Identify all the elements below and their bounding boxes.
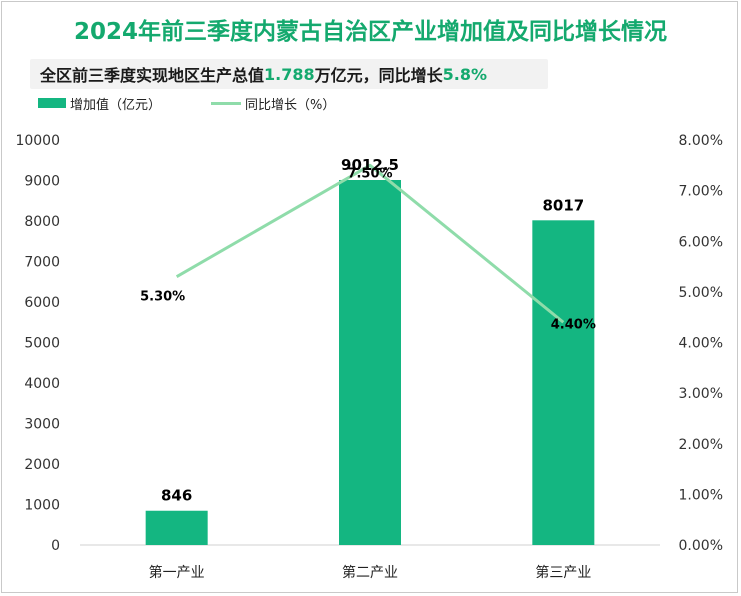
subtitle-box: 全区前三季度实现地区生产总值 1.788 万亿元，同比增长 5.8%	[30, 59, 548, 89]
bar-value-label: 8017	[542, 196, 584, 214]
chart-title: 2024年前三季度内蒙古自治区产业增加值及同比增长情况	[73, 19, 667, 45]
legend-line-label: 同比增长（%）	[245, 97, 336, 113]
y-right-tick-label: 5.00%	[679, 285, 723, 301]
y-right-tick-label: 8.00%	[679, 133, 723, 149]
y-left-tick-label: 3000	[24, 417, 60, 433]
y-left-tick-label: 5000	[24, 336, 60, 352]
legend: 增加值（亿元） 同比增长（%）	[38, 93, 335, 113]
subtitle-total-value: 1.788	[264, 64, 315, 84]
line-value-label: 4.40%	[551, 317, 596, 332]
y-left-tick-label: 9000	[24, 174, 60, 190]
y-left-tick-label: 10000	[15, 133, 60, 149]
x-category-label: 第二产业	[342, 564, 398, 581]
bar-2	[339, 179, 401, 545]
y-right-tick-label: 0.00%	[679, 538, 723, 554]
legend-bar-swatch	[38, 98, 66, 108]
bar-value-label: 846	[161, 487, 192, 505]
y-left-tick-label: 0	[51, 538, 60, 554]
subtitle-growth: 5.8%	[442, 64, 488, 84]
legend-line-swatch	[211, 101, 242, 105]
y-left-tick-label: 4000	[24, 376, 60, 392]
growth-line	[175, 163, 565, 324]
y-right-tick-label: 6.00%	[679, 234, 723, 250]
legend-bar-label: 增加值（亿元）	[70, 97, 162, 113]
y-left-tick-label: 1000	[24, 498, 60, 514]
x-category-label: 第一产业	[149, 564, 205, 581]
subtitle-mid: 万亿元，同比增长	[314, 66, 443, 85]
y-right-tick-label: 4.00%	[679, 336, 723, 352]
y-right-tick-label: 7.00%	[679, 184, 723, 200]
line-value-label: 5.30%	[140, 290, 185, 305]
y-right-tick-label: 3.00%	[679, 386, 723, 402]
bar-1	[145, 510, 208, 545]
line-value-label: 7.50%	[347, 166, 392, 181]
x-category-label: 第三产业	[535, 564, 591, 581]
y-right-tick-label: 2.00%	[679, 437, 723, 453]
y-left-tick-label: 8000	[24, 214, 60, 230]
y-right-tick-label: 1.00%	[679, 487, 723, 503]
subtitle-prefix: 全区前三季度实现地区生产总值	[40, 66, 265, 85]
bar-value-label: 9012.5	[341, 156, 399, 174]
bar-3	[532, 220, 595, 545]
y-left-tick-label: 7000	[24, 255, 60, 271]
y-left-tick-label: 6000	[24, 295, 60, 311]
y-left-tick-label: 2000	[24, 457, 60, 473]
